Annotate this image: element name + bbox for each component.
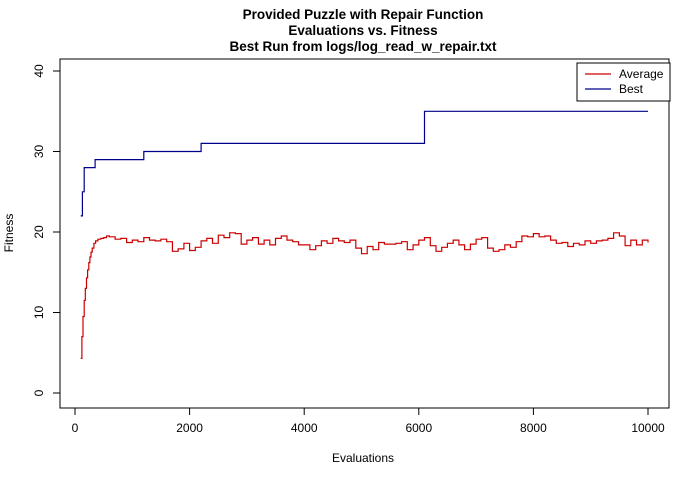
legend-label-average: Average [619, 67, 664, 81]
y-tick-label: 30 [32, 145, 46, 159]
legend: Average Best [576, 62, 671, 102]
x-axis-label: Evaluations [332, 451, 394, 465]
legend-box [576, 62, 671, 102]
x-tick-label: 2000 [176, 421, 203, 435]
y-axis: 0 10 20 30 40 [32, 64, 61, 396]
y-tick-label: 10 [32, 306, 46, 320]
x-tick-label: 8000 [520, 421, 547, 435]
chart-title-line-3: Best Run from logs/log_read_w_repair.txt [229, 39, 497, 54]
x-axis: 0 2000 4000 6000 8000 10000 [72, 407, 665, 435]
y-tick-label: 20 [32, 225, 46, 239]
y-tick-label: 40 [32, 64, 46, 78]
y-tick-label: 0 [32, 389, 46, 396]
chart-title-line-1: Provided Puzzle with Repair Function [243, 7, 484, 22]
x-tick-label: 0 [72, 421, 79, 435]
x-tick-label: 6000 [405, 421, 432, 435]
series-line-best [80, 110, 648, 217]
x-tick-label: 10000 [631, 421, 665, 435]
x-tick-label: 4000 [291, 421, 318, 435]
series-line-average [80, 232, 649, 359]
series-layer [80, 110, 649, 359]
legend-label-best: Best [619, 82, 644, 96]
chart-title-line-2: Evaluations vs. Fitness [288, 23, 437, 38]
y-axis-label: Fitness [2, 214, 16, 253]
